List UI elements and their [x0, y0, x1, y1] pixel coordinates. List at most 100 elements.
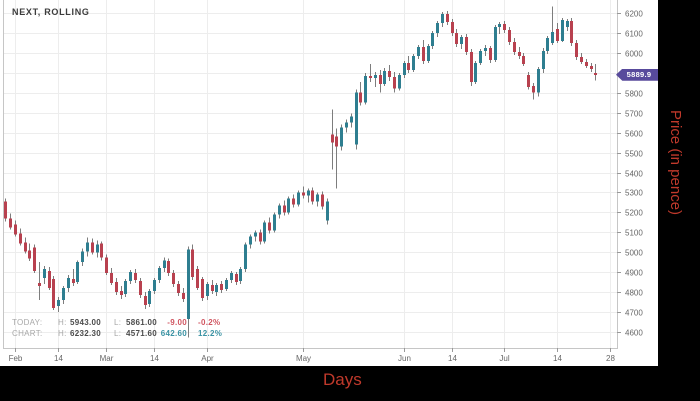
candle-up [374, 74, 377, 78]
candle-down [575, 42, 578, 57]
candle-down [513, 41, 516, 52]
candle-up [86, 242, 89, 252]
candle-up [355, 92, 358, 145]
candle-up [551, 31, 554, 43]
candle-up [76, 262, 79, 283]
today-change-value: -9.00 [167, 318, 187, 327]
candle-down [167, 261, 170, 274]
y-axis-title: Price (in pence) [667, 110, 684, 216]
y-axis-label: 5800 [625, 90, 643, 99]
candle-up [263, 222, 266, 242]
y-axis-label: 4800 [625, 289, 643, 298]
candle-down [585, 61, 588, 66]
x-axis-label: Jul [499, 354, 509, 363]
y-axis-label: 6100 [625, 30, 643, 39]
candle-down [110, 273, 113, 284]
candle-down [393, 76, 396, 89]
candle-up [67, 278, 70, 289]
today-high-label: H: [58, 318, 67, 327]
chart-stats-row: CHART: H: 6232.30 L: 4571.60 642.60 12.2… [0, 328, 330, 339]
candlestick-chart[interactable]: 4600 4700 4800 4900 5000 5100 5200 5300 5400 5500… [0, 0, 658, 366]
chart-change-value: 642.60 [160, 329, 187, 338]
candle-down [570, 20, 573, 43]
chart-label: CHART: [12, 329, 43, 338]
candle-down [72, 279, 75, 284]
candle-down [182, 293, 185, 300]
candle-down [407, 62, 410, 70]
candle-down [518, 51, 521, 56]
candle-down [259, 232, 262, 242]
x-axis-label: 14 [553, 354, 562, 363]
candle-up [129, 272, 132, 282]
candle-down [19, 233, 22, 244]
today-high-value: 5943.00 [70, 318, 102, 327]
candle-up [124, 281, 127, 295]
candle-down [33, 247, 36, 272]
candle-up [364, 75, 367, 103]
candle-down [91, 242, 94, 253]
candle-up [417, 46, 420, 56]
x-axis-label: Apr [201, 354, 214, 363]
candle-up [297, 192, 300, 205]
y-axis-label: 5500 [625, 150, 643, 159]
candle-down [201, 279, 204, 299]
candle-down [532, 85, 535, 93]
candle-up [278, 205, 281, 215]
candle-up [350, 116, 353, 123]
candle-up [254, 232, 257, 237]
candle-down [24, 242, 27, 252]
candle-down [470, 51, 473, 82]
x-axis-label: 28 [606, 354, 615, 363]
candle-down [465, 36, 468, 52]
candle-up [345, 122, 348, 128]
candle-down [379, 74, 382, 84]
x-axis-title: Days [323, 370, 362, 389]
candle-up [215, 285, 218, 293]
last-price-badge: 5889.9 [616, 68, 658, 81]
candle-up [43, 269, 46, 279]
candle-down [302, 192, 305, 196]
stats-panel: TODAY: H: 5943.00 L: 5861.00 -9.00 -0.2%… [0, 317, 330, 339]
candle-down [489, 47, 492, 60]
y-axis-label: 5600 [625, 130, 643, 139]
candle-down [331, 134, 334, 143]
candle-up [542, 50, 545, 69]
y-axis-label: 6200 [625, 10, 643, 19]
candle-up [230, 273, 233, 281]
candle-down [134, 273, 137, 281]
candle-up [96, 244, 99, 253]
candle-up [561, 19, 564, 41]
candle-down [369, 75, 372, 78]
y-axis-label: 4600 [625, 329, 643, 338]
candle-down [120, 291, 123, 296]
candle-up [249, 236, 252, 245]
x-axis-title-band: Days [0, 366, 700, 401]
y-axis-label: 4700 [625, 309, 643, 318]
x-axis-label: May [296, 354, 311, 363]
candle-up [427, 45, 430, 61]
candle-up [206, 284, 209, 297]
today-label: TODAY: [12, 318, 43, 327]
y-axis-label: 5100 [625, 229, 643, 238]
candle-up [57, 300, 60, 307]
candle-up [340, 127, 343, 147]
y-axis-label: 5200 [625, 209, 643, 218]
candle-down [220, 284, 223, 291]
candle-up [441, 13, 444, 23]
candle-down [594, 73, 597, 75]
candle-down [191, 249, 194, 278]
candle-up [566, 20, 569, 27]
candle-down [388, 70, 391, 77]
x-axis-label: 14 [54, 354, 63, 363]
candle-up [460, 36, 463, 44]
candle-up [163, 260, 166, 269]
candle-down [321, 194, 324, 207]
today-low-value: 5861.00 [126, 318, 158, 327]
candle-down [172, 273, 175, 285]
candle-up [537, 68, 540, 93]
candle-up [431, 32, 434, 46]
y-axis-label: 4900 [625, 269, 643, 278]
candle-down [422, 46, 425, 61]
candle-down [177, 284, 180, 294]
candle-up [484, 47, 487, 51]
